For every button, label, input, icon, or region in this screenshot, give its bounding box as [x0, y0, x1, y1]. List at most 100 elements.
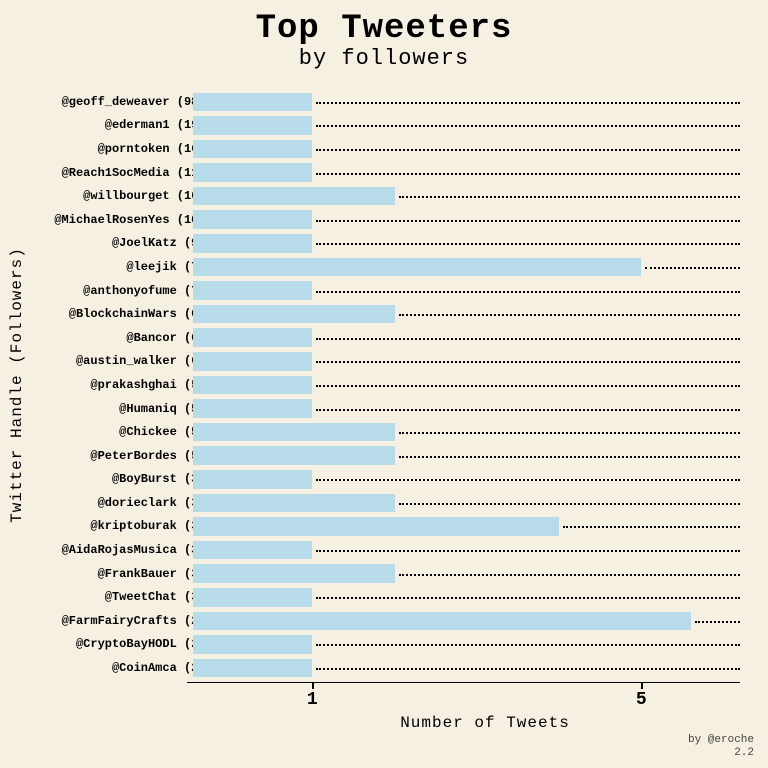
row-label: @Reach1SocMedia (115k)	[20, 166, 220, 180]
row-label: @porntoken (161k)	[20, 142, 220, 156]
row-label: @CoinAmca (28k)	[20, 661, 220, 675]
bar	[193, 93, 312, 112]
row-dots-after	[316, 479, 740, 481]
bar	[193, 470, 312, 489]
bar	[193, 352, 312, 371]
chart-row: @BoyBurst (39k)	[230, 468, 740, 492]
row-label: @TweetChat (32k)	[20, 590, 220, 604]
row-dots-after	[316, 173, 740, 175]
row-dots-after	[316, 597, 740, 599]
row-label: @willbourget (109k)	[20, 189, 220, 203]
row-dots-after	[695, 621, 740, 623]
row-label: @Bancor (62k)	[20, 331, 220, 345]
row-label: @geoff_deweaver (986k)	[20, 95, 220, 109]
chart-row: @CoinAmca (28k)	[230, 656, 740, 680]
bar	[193, 376, 312, 395]
row-dots-after	[399, 196, 740, 198]
row-dots-after	[316, 409, 740, 411]
row-dots-after	[316, 668, 740, 670]
chart-row: @MichaelRosenYes (109k)	[230, 208, 740, 232]
chart-row: @CryptoBayHODL (28k)	[230, 633, 740, 657]
chart-row: @FrankBauer (33k)	[230, 562, 740, 586]
plot-area: @geoff_deweaver (986k)@ederman1 (190k)@p…	[230, 90, 740, 680]
row-dots-after	[316, 243, 740, 245]
row-label: @dorieclark (39k)	[20, 496, 220, 510]
row-dots-after	[645, 267, 740, 269]
x-tick	[312, 682, 314, 689]
chart-row: @Reach1SocMedia (115k)	[230, 161, 740, 185]
bar	[193, 659, 312, 678]
bar	[193, 517, 559, 536]
row-dots-after	[563, 526, 740, 528]
attribution-author: by @eroche	[688, 734, 754, 747]
row-dots-after	[316, 550, 740, 552]
bar	[193, 612, 691, 631]
row-dots-after	[316, 644, 740, 646]
chart-row: @dorieclark (39k)	[230, 491, 740, 515]
row-dots-after	[316, 125, 740, 127]
chart-row: @prakashghai (58k)	[230, 373, 740, 397]
chart-row: @PeterBordes (53k)	[230, 444, 740, 468]
row-label: @BoyBurst (39k)	[20, 472, 220, 486]
row-label: @Humaniq (55k)	[20, 402, 220, 416]
chart-row: @porntoken (161k)	[230, 137, 740, 161]
chart-subtitle: by followers	[0, 46, 768, 71]
chart-row: @Bancor (62k)	[230, 326, 740, 350]
chart-row: @Humaniq (55k)	[230, 397, 740, 421]
row-label: @Chickee (55k)	[20, 425, 220, 439]
bar	[193, 258, 641, 277]
row-label: @austin_walker (60k)	[20, 354, 220, 368]
row-dots-after	[399, 574, 740, 576]
row-label: @AidaRojasMusica (36k)	[20, 543, 220, 557]
row-label: @FarmFairyCrafts (29k)	[20, 614, 220, 628]
title-block: Top Tweeters by followers	[0, 10, 768, 71]
chart-row: @ederman1 (190k)	[230, 114, 740, 138]
bar	[193, 281, 312, 300]
row-label: @JoelKatz (96k)	[20, 236, 220, 250]
row-dots-after	[399, 503, 740, 505]
chart-row: @geoff_deweaver (986k)	[230, 90, 740, 114]
row-label: @prakashghai (58k)	[20, 378, 220, 392]
row-dots-after	[316, 149, 740, 151]
chart-row: @willbourget (109k)	[230, 184, 740, 208]
chart-stage: Top Tweeters by followers Twitter Handle…	[0, 0, 768, 768]
row-dots-after	[316, 338, 740, 340]
bar	[193, 399, 312, 418]
x-tick	[641, 682, 643, 689]
row-dots-after	[316, 361, 740, 363]
bar	[193, 541, 312, 560]
chart-row: @Chickee (55k)	[230, 420, 740, 444]
chart-row: @austin_walker (60k)	[230, 350, 740, 374]
row-dots-after	[399, 314, 740, 316]
chart-title: Top Tweeters	[0, 10, 768, 48]
row-label: @anthonyofume (72k)	[20, 284, 220, 298]
x-tick-label: 1	[307, 690, 318, 710]
bar	[193, 210, 312, 229]
row-dots-after	[316, 291, 740, 293]
chart-row: @leejik (72k)	[230, 255, 740, 279]
x-axis-line	[187, 682, 740, 683]
chart-row: @JoelKatz (96k)	[230, 232, 740, 256]
row-label: @ederman1 (190k)	[20, 118, 220, 132]
bar	[193, 564, 395, 583]
bar	[193, 494, 395, 513]
attribution: by @eroche 2.2	[688, 734, 754, 760]
row-dots-after	[316, 385, 740, 387]
row-dots-after	[316, 220, 740, 222]
bar	[193, 635, 312, 654]
bar	[193, 116, 312, 135]
bar	[193, 423, 395, 442]
chart-row: @AidaRojasMusica (36k)	[230, 538, 740, 562]
row-label: @BlockchainWars (62k)	[20, 307, 220, 321]
chart-row: @TweetChat (32k)	[230, 585, 740, 609]
row-label: @PeterBordes (53k)	[20, 449, 220, 463]
bar	[193, 305, 395, 324]
bar	[193, 163, 312, 182]
row-label: @MichaelRosenYes (109k)	[20, 213, 220, 227]
row-dots-after	[316, 102, 740, 104]
attribution-version: 2.2	[688, 747, 754, 760]
bar	[193, 588, 312, 607]
bar	[193, 446, 395, 465]
bar	[193, 328, 312, 347]
row-label: @FrankBauer (33k)	[20, 567, 220, 581]
